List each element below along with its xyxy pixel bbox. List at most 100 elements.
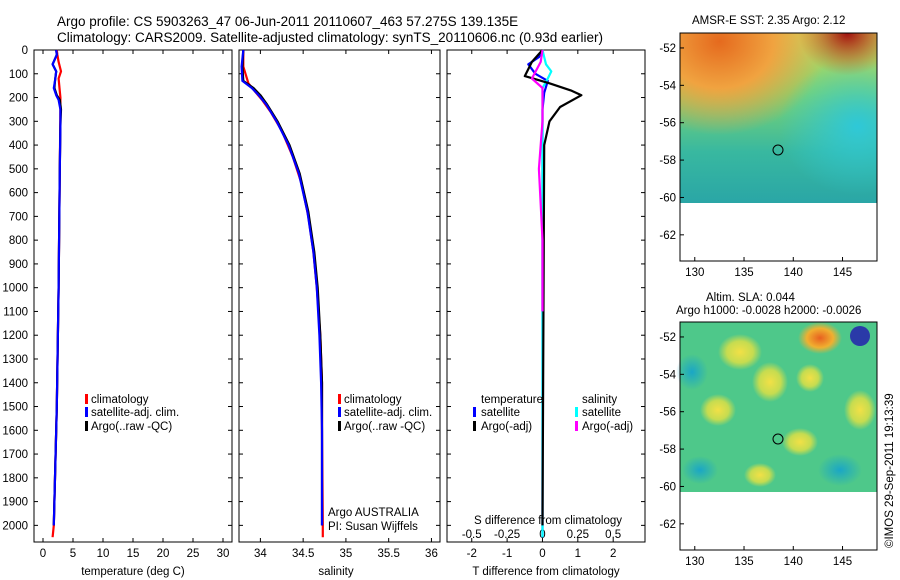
x-tick-label: 25 bbox=[187, 548, 200, 560]
map-y-tick-label: -54 bbox=[659, 369, 676, 381]
y-tick-label: 0 bbox=[22, 45, 28, 57]
x-tick-label: 35 bbox=[340, 548, 353, 560]
sst-map-frame bbox=[679, 32, 878, 262]
y-tick-label: 200 bbox=[9, 93, 28, 105]
x-tick-label: 5 bbox=[70, 548, 76, 560]
series-line-satelliteadjclim bbox=[240, 49, 324, 526]
map-y-tick-label: -62 bbox=[659, 230, 676, 242]
legend-sal-satellite-label: satellite bbox=[582, 407, 621, 419]
climatology-title: Climatology: CARS2009. Satellite-adjuste… bbox=[57, 30, 604, 45]
difference-plot-frame bbox=[446, 49, 646, 543]
map-y-tick-label: -60 bbox=[659, 481, 676, 493]
map-x-tick-label: 130 bbox=[685, 267, 704, 279]
y-tick-label: 2000 bbox=[2, 520, 28, 532]
legend-climatology-label: climatology bbox=[344, 394, 402, 406]
sla-field bbox=[676, 322, 877, 492]
y-tick-label: 500 bbox=[9, 164, 28, 176]
series-line-argoadj bbox=[530, 49, 544, 312]
series-line-argoadj bbox=[523, 49, 583, 526]
legend-sal-argo-swatch bbox=[575, 421, 578, 431]
map-x-tick-label: 140 bbox=[784, 556, 803, 568]
legend-temp-satellite-label: satellite bbox=[481, 407, 520, 419]
map-y-tick-label: -56 bbox=[659, 118, 676, 130]
series-line-satelliteadjclim bbox=[51, 49, 62, 526]
map-y-tick-label: -52 bbox=[659, 332, 676, 344]
sst-map-ticks: 130 135 140 145 -52 -54 -56 -58 -60 -62 bbox=[659, 43, 852, 279]
y-tick-label: 900 bbox=[9, 259, 28, 271]
legend-argo-swatch bbox=[85, 421, 88, 431]
sst-field bbox=[680, 33, 877, 203]
x-tick-label: 30 bbox=[217, 548, 230, 560]
x-tick-label: -2 bbox=[467, 548, 477, 560]
legend-sal-satellite-swatch bbox=[575, 407, 578, 417]
y-tick-label: 700 bbox=[9, 211, 28, 223]
legend-satellite-label: satellite-adj. clim. bbox=[344, 407, 432, 419]
legend-temp-satellite-swatch bbox=[473, 407, 476, 417]
map-y-tick-label: -62 bbox=[659, 519, 676, 531]
argo-position-marker bbox=[772, 433, 784, 445]
s-tick-label: 0.25 bbox=[567, 529, 589, 541]
sla-map-ticks: 130 135 140 145 -52 -54 -56 -58 -60 -62 bbox=[659, 332, 852, 568]
difference-x-ticks: -2 -1 0 1 2 bbox=[467, 50, 616, 560]
y-tick-label: 1300 bbox=[2, 354, 28, 366]
legend-satellite-label: satellite-adj. clim. bbox=[91, 407, 179, 419]
x-tick-label: 10 bbox=[97, 548, 110, 560]
y-tick-label: 1400 bbox=[2, 378, 28, 390]
legend-argo-swatch bbox=[338, 421, 341, 431]
legend-satellite-swatch bbox=[338, 407, 341, 417]
x-tick-label: 34.5 bbox=[292, 548, 314, 560]
salinity-x-ticks: 34 34.5 35 35.5 36 bbox=[254, 50, 438, 560]
y-tick-label: 800 bbox=[9, 235, 28, 247]
map-y-tick-label: -58 bbox=[659, 155, 676, 167]
salinity-y-ticks bbox=[239, 49, 440, 526]
salinity-legend: climatology satellite-adj. clim. Argo(..… bbox=[338, 394, 432, 433]
map-x-tick-label: 145 bbox=[833, 556, 852, 568]
difference-s-ticks: -0.5 -0.25 0 0.25 0.5 bbox=[462, 529, 621, 541]
y-tick-label: 300 bbox=[9, 116, 28, 128]
x-tick-label: 20 bbox=[157, 548, 170, 560]
legend-temp-argo-label: Argo(-adj) bbox=[481, 421, 532, 433]
s-tick-label: -0.5 bbox=[462, 529, 482, 541]
map-x-tick-label: 130 bbox=[685, 556, 704, 568]
y-tick-label: 600 bbox=[9, 188, 28, 200]
legend-temperature-header: temperature bbox=[481, 394, 543, 406]
x-tick-label: 15 bbox=[127, 548, 140, 560]
map-y-tick-label: -60 bbox=[659, 192, 676, 204]
float-owner-label: Argo AUSTRALIA bbox=[328, 507, 419, 519]
sst-map-title: AMSR-E SST: 2.35 Argo: 2.12 bbox=[692, 15, 846, 27]
legend-sal-argo-label: Argo(-adj) bbox=[582, 421, 633, 433]
legend-satellite-swatch bbox=[85, 407, 88, 417]
y-tick-label: 400 bbox=[9, 140, 28, 152]
y-tick-label: 100 bbox=[9, 69, 28, 81]
s-tick-label: 0.5 bbox=[605, 529, 621, 541]
float-pi-label: PI: Susan Wijffels bbox=[328, 521, 418, 533]
y-tick-label: 1800 bbox=[2, 473, 28, 485]
y-tick-label: 1900 bbox=[2, 497, 28, 509]
legend-climatology-swatch bbox=[85, 394, 88, 404]
x-tick-label: 34 bbox=[254, 548, 267, 560]
legend-argo-label: Argo(..raw -QC) bbox=[91, 421, 172, 433]
y-tick-label: 1200 bbox=[2, 330, 28, 342]
map-y-tick-label: -52 bbox=[659, 43, 676, 55]
x-tick-label: 1 bbox=[575, 548, 581, 560]
t-difference-label: T difference from climatology bbox=[472, 566, 619, 578]
difference-lines bbox=[523, 49, 583, 538]
x-tick-label: -1 bbox=[502, 548, 512, 560]
map-x-tick-label: 135 bbox=[734, 267, 753, 279]
y-tick-label: 1700 bbox=[2, 449, 28, 461]
y-tick-label: 1100 bbox=[3, 306, 28, 318]
x-tick-label: 36 bbox=[425, 548, 438, 560]
legend-climatology-label: climatology bbox=[91, 394, 149, 406]
map-y-tick-label: -58 bbox=[659, 444, 676, 456]
temperature-lines bbox=[51, 49, 63, 538]
temperature-x-ticks: 0 5 10 15 20 25 30 bbox=[40, 50, 230, 560]
y-tick-label: 1600 bbox=[2, 425, 28, 437]
profile-title: Argo profile: CS 5903263_47 06-Jun-2011 … bbox=[57, 14, 519, 29]
salinity-plot-frame bbox=[238, 49, 441, 543]
y-tick-label: 1000 bbox=[2, 283, 28, 295]
x-tick-label: 0 bbox=[40, 548, 46, 560]
